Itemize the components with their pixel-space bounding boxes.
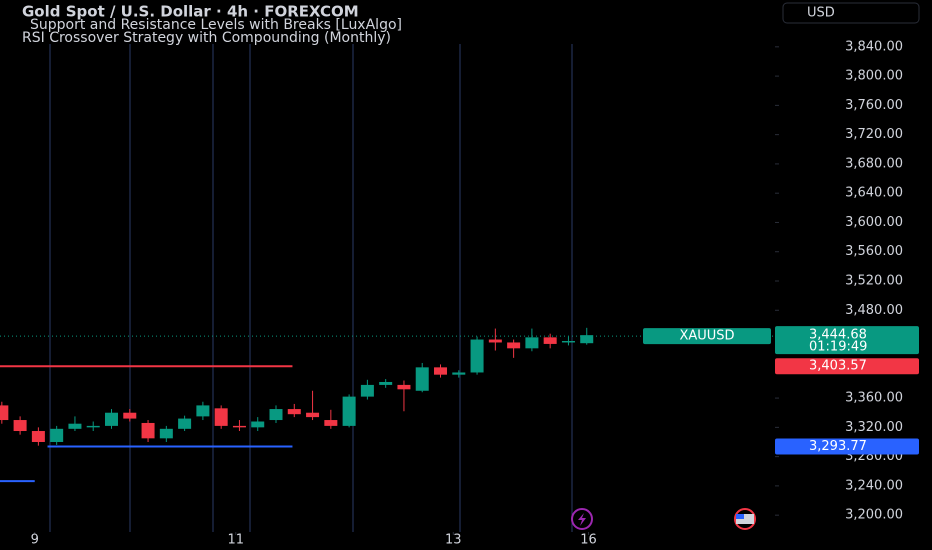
lightning: [578, 513, 586, 526]
candle-body: [0, 405, 9, 421]
candle-body: [159, 428, 173, 439]
candle-body: [31, 431, 45, 442]
y-tick-label: 3,320.00: [845, 420, 903, 435]
candle-body: [360, 384, 374, 397]
chart-title: Gold Spot / U.S. Dollar · 4h · FOREXCOM: [22, 3, 359, 21]
x-tick-label: 11: [228, 533, 245, 548]
price-tag-label: 3,293.77: [809, 439, 867, 454]
y-tick-label: 3,840.00: [845, 39, 903, 54]
candle-body: [561, 341, 575, 343]
candle-body: [525, 337, 539, 349]
candle-body: [269, 409, 283, 421]
y-tick-label: 3,640.00: [845, 186, 903, 201]
y-tick-label: 3,200.00: [845, 508, 903, 523]
y-tick-label: 3,680.00: [845, 156, 903, 171]
y-tick-label: 3,600.00: [845, 215, 903, 230]
symbol-tag: [643, 328, 771, 345]
candle-body: [580, 335, 594, 344]
x-tick-label: 16: [580, 533, 597, 548]
candle-body: [13, 420, 27, 432]
session-lines: [49, 44, 573, 532]
y-tick-label: 3,480.00: [845, 303, 903, 318]
candle-body: [306, 412, 320, 418]
candle-body: [123, 412, 137, 419]
candle-body: [397, 384, 411, 390]
y-tick-label: 3,360.00: [845, 391, 903, 406]
candle-body: [379, 381, 393, 385]
indicator-name: RSI Crossover Strategy with Compounding …: [22, 30, 391, 46]
candle-body: [324, 420, 338, 426]
x-tick-label: 13: [445, 533, 462, 548]
y-tick-label: 3,800.00: [845, 69, 903, 84]
event-icon[interactable]: [571, 508, 593, 530]
candle-body: [507, 342, 521, 349]
last-price-tag: [775, 326, 919, 355]
candle-body: [415, 367, 429, 391]
candle-body: [251, 421, 265, 428]
candle-body: [196, 405, 210, 417]
price-tag: [775, 358, 919, 375]
y-tick-label: 3,760.00: [845, 98, 903, 113]
candle-body: [488, 339, 502, 343]
candle-body: [470, 339, 484, 373]
candle-body: [178, 418, 192, 429]
candle-body: [86, 425, 100, 428]
flag: [736, 514, 754, 524]
price-tag: [775, 438, 919, 455]
plot: [0, 327, 594, 483]
y-tick-label: 3,720.00: [845, 127, 903, 142]
event-icon[interactable]: [734, 508, 756, 530]
currency-button[interactable]: [782, 2, 920, 24]
candle-body: [104, 412, 118, 426]
countdown-label: 01:19:49: [809, 340, 867, 355]
y-tick-label: 3,240.00: [845, 478, 903, 493]
candle-body: [452, 372, 466, 375]
candle-body: [141, 422, 155, 439]
x-tick-label: 9: [31, 533, 39, 548]
candle-body: [287, 409, 301, 415]
y-tick-label: 3,520.00: [845, 274, 903, 289]
candle-body: [214, 408, 228, 426]
flag-canton: [736, 514, 744, 519]
candle-body: [232, 425, 246, 428]
candle-body: [543, 337, 557, 344]
candle-body: [50, 428, 64, 442]
currency-label[interactable]: USD: [807, 6, 835, 21]
indicator-name: Support and Resistance Levels with Break…: [30, 17, 402, 33]
y-tick-label: 3,560.00: [845, 244, 903, 259]
candle-body: [434, 367, 448, 375]
candle-body: [68, 423, 82, 429]
symbol-tag-label: XAUUSD: [679, 329, 734, 344]
last-price-label: 3,444.68: [809, 328, 867, 343]
price-tag-label: 3,403.57: [809, 359, 867, 374]
icons: [571, 508, 756, 530]
candle-body: [342, 396, 356, 426]
